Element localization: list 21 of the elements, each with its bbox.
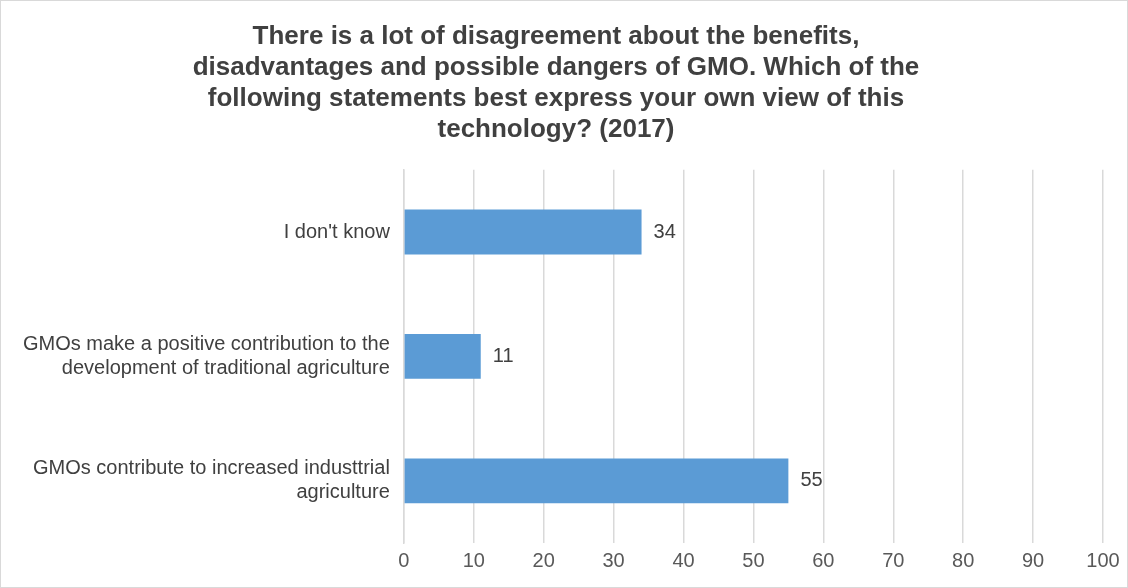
x-tick-label: 80	[952, 548, 975, 571]
x-tick-label: 50	[742, 548, 765, 571]
chart-title: There is a lot of disagreement about the benefits, disadvantages and possible dangers of GMO. Which of the following statements best express your own view of this technology? (2017)	[192, 19, 920, 144]
x-tick-label: 10	[462, 548, 485, 571]
y-tick-label: GMOs contribute to increased industtrial agriculture	[33, 456, 390, 503]
data-label: 11	[492, 343, 514, 366]
x-tick-label: 20	[532, 548, 555, 571]
bar	[404, 458, 789, 504]
x-tick-label: 90	[1021, 548, 1045, 571]
y-tick-label: I don't know	[283, 219, 391, 242]
x-tick-label: 100	[1086, 548, 1120, 571]
data-label: 34	[653, 219, 676, 242]
x-tick-label: 60	[812, 548, 835, 571]
x-tick-label: 30	[602, 548, 625, 571]
bar	[404, 209, 642, 255]
x-tick-label: 70	[882, 548, 905, 571]
data-label: 55	[800, 468, 823, 491]
x-tick-label: 40	[672, 548, 695, 571]
y-tick-label: GMOs make a positive contribution to the development of traditional agriculture	[22, 331, 390, 378]
bar	[404, 334, 481, 379]
x-tick-label: 0	[398, 548, 410, 571]
